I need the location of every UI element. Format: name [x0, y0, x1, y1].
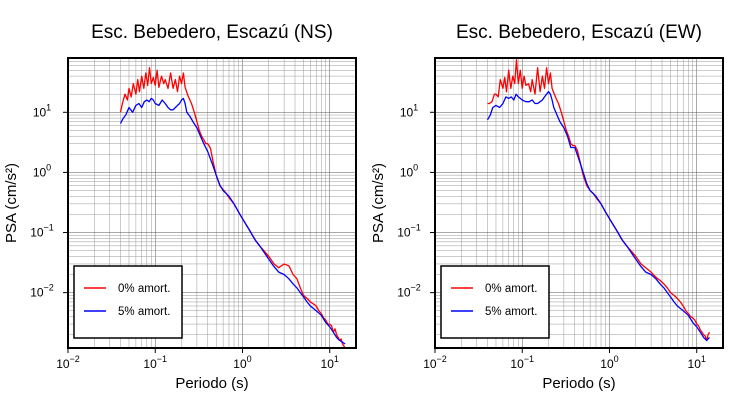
- legend-label: 5% amort.: [485, 306, 537, 318]
- y-tick-label: 10−2: [397, 283, 421, 300]
- plot-frame: [434, 57, 724, 349]
- y-tick-label: 10−1: [397, 223, 421, 240]
- chart-panel-2: 10−2 10−1 100 101 10−2 10−1 100 101 Esc. Bebeder…: [370, 22, 724, 392]
- chart-title: Esc. Bebedero, Escazú (NS): [91, 22, 333, 43]
- legend-box: [440, 265, 550, 339]
- legend: 0% amort. 5% amort.: [440, 265, 550, 339]
- x-tick-label: 100: [600, 354, 618, 371]
- y-tick-label: 10−2: [30, 283, 54, 300]
- y-axis-label: PSA (cm/s²): [3, 163, 20, 243]
- y-tick-label: 10−1: [30, 223, 54, 240]
- x-tick-label: 10−2: [423, 354, 447, 371]
- x-tick-label: 10−1: [510, 354, 534, 371]
- x-axis-label: Periodo (s): [542, 375, 615, 392]
- series-group: [119, 67, 346, 348]
- x-axis-label: Periodo (s): [175, 375, 248, 392]
- legend-label: 0% amort.: [118, 283, 170, 295]
- x-tick-label: 10−2: [56, 354, 80, 371]
- x-tick-label: 100: [233, 354, 251, 371]
- series-group: [486, 59, 711, 342]
- legend-label: 5% amort.: [118, 306, 170, 318]
- series-line-red: [119, 67, 346, 348]
- series-line-blue: [119, 97, 346, 345]
- legend-label: 0% amort.: [485, 283, 537, 295]
- y-tick-label: 101: [400, 102, 418, 119]
- series-line-red: [487, 59, 711, 342]
- chart-panel-1: 10−2 10−1 100 101 10−2 10−1 100 101 Esc. Bebeder…: [3, 22, 357, 392]
- series-line-blue: [486, 91, 710, 342]
- y-axis-label: PSA (cm/s²): [370, 163, 387, 243]
- plot-frame: [67, 57, 357, 349]
- x-tick-label: 10−1: [143, 354, 167, 371]
- y-tick-label: 100: [33, 162, 51, 179]
- legend-box: [73, 265, 183, 339]
- x-tick-label: 101: [321, 354, 339, 371]
- legend: 0% amort. 5% amort.: [73, 265, 183, 339]
- x-tick-label: 101: [688, 354, 706, 371]
- chart-title: Esc. Bebedero, Escazú (EW): [456, 22, 702, 43]
- y-tick-label: 100: [400, 162, 418, 179]
- y-tick-label: 101: [33, 102, 51, 119]
